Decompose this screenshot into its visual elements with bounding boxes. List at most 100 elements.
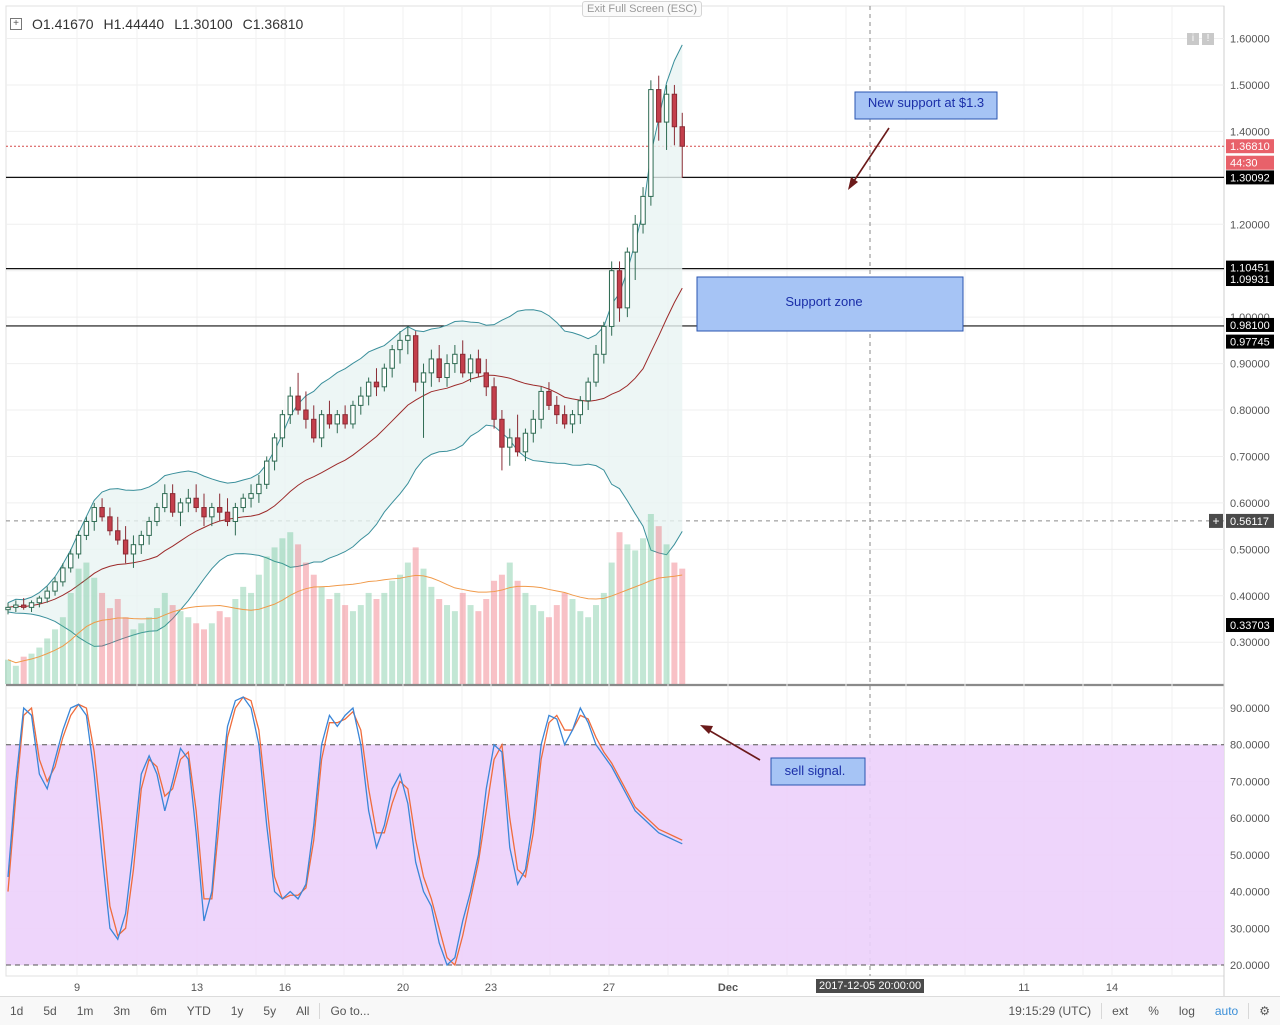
price-axis-label-bg [1226,272,1274,287]
candle-body [381,367,388,388]
volume-bar [428,586,435,684]
volume-bar [420,568,427,684]
annotation-arrow-line [849,127,890,188]
candle-body [256,483,262,495]
percent-toggle[interactable]: % [1148,1004,1159,1018]
range-1m[interactable]: 1m [76,1004,94,1018]
volume-bar [263,556,270,684]
range-5y[interactable]: 5y [263,1004,277,1018]
y-tick-label: 1.40000 [1230,126,1270,138]
candle-body [154,507,160,522]
volume-bar [436,599,443,684]
exit-fullscreen-button[interactable]: Exit Full Screen (ESC) [582,1,703,17]
candle-body [115,530,121,541]
x-tick-label: 16 [279,982,291,994]
volume-bar [83,562,90,684]
price-axis-label: 0.56117 [1230,516,1269,528]
volume-bar [349,611,356,684]
volume-bar [655,526,662,684]
settings-gear-icon[interactable]: ⚙ [1259,1004,1270,1018]
candle-body [405,335,411,341]
volume-bar [357,605,364,684]
log-toggle[interactable]: log [1178,1004,1195,1018]
y-tick-label: 1.50000 [1230,80,1270,92]
price-axis-label-bg [1226,260,1274,275]
range-all[interactable]: All [296,1004,310,1018]
volume-bar [185,617,192,684]
x-tick-label: 27 [603,982,615,994]
volume-bar [561,592,568,684]
candle-body [130,544,137,555]
candle-body [593,353,599,383]
volume-bar [326,599,333,684]
goto-button[interactable]: Go to... [330,1004,370,1018]
ohlc-close: C1.36810 [242,16,304,32]
candle-body [75,534,82,555]
volume-bar [169,605,176,684]
price-axis-label-bg [1226,618,1274,633]
volume-bar [271,547,278,684]
x-tick-label: 13 [191,982,203,994]
volume-bar [146,617,153,684]
volume-bar [545,617,552,684]
price-axis-label: 44:30 [1230,158,1258,170]
price-axis-label: 1.30092 [1230,172,1270,184]
volume-bar [600,592,607,684]
volume-bar [671,562,678,684]
candle-body [569,414,576,425]
osc-y-tick-label: 80.0000 [1230,740,1270,752]
chart-mini-controls: i ! [1187,33,1214,45]
annotation-box-new-support [854,91,998,120]
stochastic-band-fill [6,744,1224,965]
candle-body [491,386,497,420]
candle-body [44,590,50,599]
range-3m[interactable]: 3m [113,1004,131,1018]
candle-body [554,404,560,416]
candle-body [99,507,105,518]
range-1y[interactable]: 1y [230,1004,244,1018]
candle-body [91,507,97,522]
candle-body [373,381,380,388]
volume-bar [624,544,631,684]
volume-bar [255,574,262,684]
bollinger-fill [8,44,683,647]
range-1d[interactable]: 1d [10,1004,24,1018]
candle-body [209,507,215,518]
candle-body [334,414,340,425]
legend-collapse-icon[interactable]: + [10,18,22,30]
volume-bar [451,611,458,684]
range-6m[interactable]: 6m [150,1004,167,1018]
volume-bar [224,617,231,684]
candle-body [640,195,646,225]
range-5d[interactable]: 5d [43,1004,57,1018]
alert-icon[interactable]: ! [1202,33,1214,45]
range-ytd[interactable]: YTD [186,1004,211,1018]
price-axis-label: 1.10451 [1230,263,1270,275]
y-tick-label: 0.40000 [1230,591,1270,603]
candle-body [601,325,607,355]
candle-body [412,335,419,383]
candle-body [193,497,199,509]
volume-bar [193,623,200,684]
volume-bar [130,629,137,684]
auto-scale-toggle[interactable]: auto [1214,1004,1239,1018]
candle-body [436,358,442,379]
volume-ma-line [7,574,683,664]
volume-bar [201,629,207,684]
candle-body [311,418,317,439]
volume-bar [530,605,537,684]
crosshair-add-icon-bg [1209,513,1223,528]
volume-bar [498,574,505,684]
info-icon[interactable]: i [1187,33,1199,45]
ohlc-low: L1.30100 [174,16,233,32]
bollinger-upper [7,44,683,604]
candle-body [577,400,584,416]
candle-body [452,353,458,365]
candle-body [350,404,356,425]
candle-body [318,414,325,439]
ext-toggle[interactable]: ext [1112,1004,1129,1018]
candle-body [656,89,662,123]
volume-bar [232,599,239,684]
price-axis-label: 0.33703 [1230,620,1270,632]
